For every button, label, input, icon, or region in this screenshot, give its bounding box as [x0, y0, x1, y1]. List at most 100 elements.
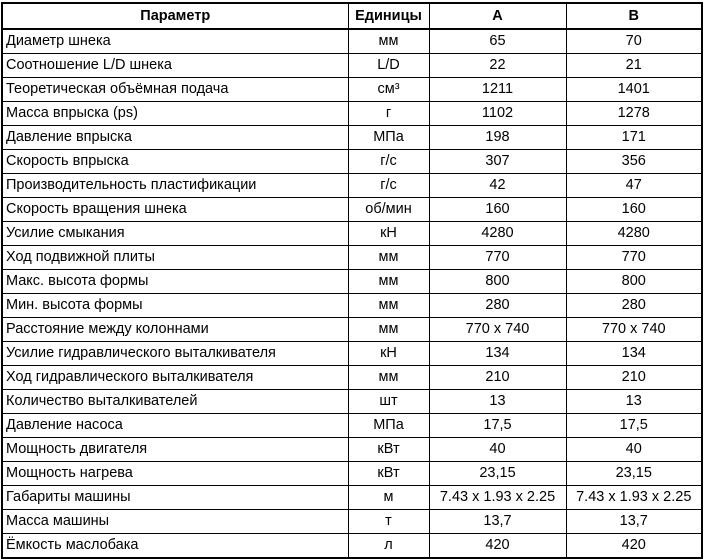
- param-cell: Скорость впрыска: [1, 149, 349, 174]
- value-b-cell: 13: [565, 389, 703, 414]
- param-cell: Давление насоса: [1, 413, 349, 438]
- param-cell: Ход гидравлического выталкивателя: [1, 365, 349, 390]
- value-b-cell: 160: [565, 197, 703, 222]
- units-cell: кВт: [347, 437, 430, 462]
- units-cell: МПа: [347, 125, 430, 150]
- value-b-cell: 40: [565, 437, 703, 462]
- value-b-cell: 23,15: [565, 461, 703, 486]
- value-a-cell: 17,5: [428, 413, 567, 438]
- units-cell: мм: [347, 28, 430, 54]
- units-cell: мм: [347, 245, 430, 270]
- param-cell: Усилие смыкания: [1, 221, 349, 246]
- table-row: Мощность нагрева кВт 23,15 23,15: [1, 461, 703, 486]
- header-b: B: [565, 2, 703, 30]
- value-a-cell: 4280: [428, 221, 567, 246]
- value-a-cell: 770 x 740: [428, 317, 567, 342]
- header-row: Параметр Единицы A B: [1, 2, 703, 30]
- value-a-cell: 280: [428, 293, 567, 318]
- header-units: Единицы: [347, 2, 430, 30]
- units-cell: г/с: [347, 149, 430, 174]
- value-a-cell: 65: [428, 28, 567, 54]
- param-cell: Скорость вращения шнека: [1, 197, 349, 222]
- value-a-cell: 13: [428, 389, 567, 414]
- value-a-cell: 198: [428, 125, 567, 150]
- table-row: Скорость впрыска г/с 307 356: [1, 149, 703, 174]
- table-row: Ход подвижной плиты мм 770 770: [1, 245, 703, 270]
- table-row: Количество выталкивателей шт 13 13: [1, 389, 703, 414]
- units-cell: об/мин: [347, 197, 430, 222]
- param-cell: Теоретическая объёмная подача: [1, 77, 349, 102]
- param-cell: Мощность двигателя: [1, 437, 349, 462]
- units-cell: мм: [347, 269, 430, 294]
- value-b-cell: 171: [565, 125, 703, 150]
- value-b-cell: 70: [565, 28, 703, 54]
- param-cell: Макс. высота формы: [1, 269, 349, 294]
- value-a-cell: 1102: [428, 101, 567, 126]
- param-cell: Количество выталкивателей: [1, 389, 349, 414]
- value-b-cell: 770: [565, 245, 703, 270]
- value-a-cell: 800: [428, 269, 567, 294]
- value-a-cell: 7.43 x 1.93 x 2.25: [428, 485, 567, 510]
- param-cell: Мощность нагрева: [1, 461, 349, 486]
- value-b-cell: 800: [565, 269, 703, 294]
- value-a-cell: 134: [428, 341, 567, 366]
- value-b-cell: 13,7: [565, 509, 703, 534]
- param-cell: Ёмкость маслобака: [1, 533, 349, 559]
- table-row: Масса машины т 13,7 13,7: [1, 509, 703, 534]
- value-b-cell: 134: [565, 341, 703, 366]
- units-cell: г/с: [347, 173, 430, 198]
- param-cell: Габариты машины: [1, 485, 349, 510]
- units-cell: кН: [347, 221, 430, 246]
- value-b-cell: 17,5: [565, 413, 703, 438]
- param-cell: Расстояние между колоннами: [1, 317, 349, 342]
- table-row: Ёмкость маслобака л 420 420: [1, 533, 703, 559]
- value-a-cell: 420: [428, 533, 567, 559]
- value-b-cell: 280: [565, 293, 703, 318]
- units-cell: шт: [347, 389, 430, 414]
- value-b-cell: 1401: [565, 77, 703, 102]
- param-cell: Усилие гидравлического выталкивателя: [1, 341, 349, 366]
- value-b-cell: 1278: [565, 101, 703, 126]
- param-cell: Давление впрыска: [1, 125, 349, 150]
- units-cell: г: [347, 101, 430, 126]
- value-b-cell: 21: [565, 53, 703, 78]
- value-a-cell: 23,15: [428, 461, 567, 486]
- value-b-cell: 770 x 740: [565, 317, 703, 342]
- value-a-cell: 307: [428, 149, 567, 174]
- value-a-cell: 160: [428, 197, 567, 222]
- param-cell: Мин. высота формы: [1, 293, 349, 318]
- table-row: Производительность пластификации г/с 42 47: [1, 173, 703, 198]
- value-a-cell: 13,7: [428, 509, 567, 534]
- param-cell: Масса машины: [1, 509, 349, 534]
- value-a-cell: 210: [428, 365, 567, 390]
- value-b-cell: 7.43 x 1.93 x 2.25: [565, 485, 703, 510]
- units-cell: МПа: [347, 413, 430, 438]
- table-row: Усилие гидравлического выталкивателя кН 13…: [1, 341, 703, 366]
- value-a-cell: 770: [428, 245, 567, 270]
- table-row: Теоретическая объёмная подача см³ 1211 1401: [1, 77, 703, 102]
- param-cell: Масса впрыска (ps): [1, 101, 349, 126]
- table-row: Соотношение L/D шнека L/D 22 21: [1, 53, 703, 78]
- value-b-cell: 47: [565, 173, 703, 198]
- value-a-cell: 1211: [428, 77, 567, 102]
- param-cell: Ход подвижной плиты: [1, 245, 349, 270]
- value-a-cell: 42: [428, 173, 567, 198]
- param-cell: Диаметр шнека: [1, 28, 349, 54]
- table-row: Мин. высота формы мм 280 280: [1, 293, 703, 318]
- value-b-cell: 4280: [565, 221, 703, 246]
- table-row: Расстояние между колоннами мм 770 x 740 770…: [1, 317, 703, 342]
- param-cell: Производительность пластификации: [1, 173, 349, 198]
- table-row: Ход гидравлического выталкивателя мм 210 21…: [1, 365, 703, 390]
- units-cell: L/D: [347, 53, 430, 78]
- units-cell: т: [347, 509, 430, 534]
- header-param: Параметр: [1, 2, 349, 30]
- table-row: Скорость вращения шнека об/мин 160 160: [1, 197, 703, 222]
- units-cell: м: [347, 485, 430, 510]
- value-a-cell: 22: [428, 53, 567, 78]
- units-cell: мм: [347, 365, 430, 390]
- table-row: Диаметр шнека мм 65 70: [1, 28, 703, 54]
- units-cell: мм: [347, 293, 430, 318]
- table-row: Усилие смыкания кН 4280 4280: [1, 221, 703, 246]
- value-b-cell: 356: [565, 149, 703, 174]
